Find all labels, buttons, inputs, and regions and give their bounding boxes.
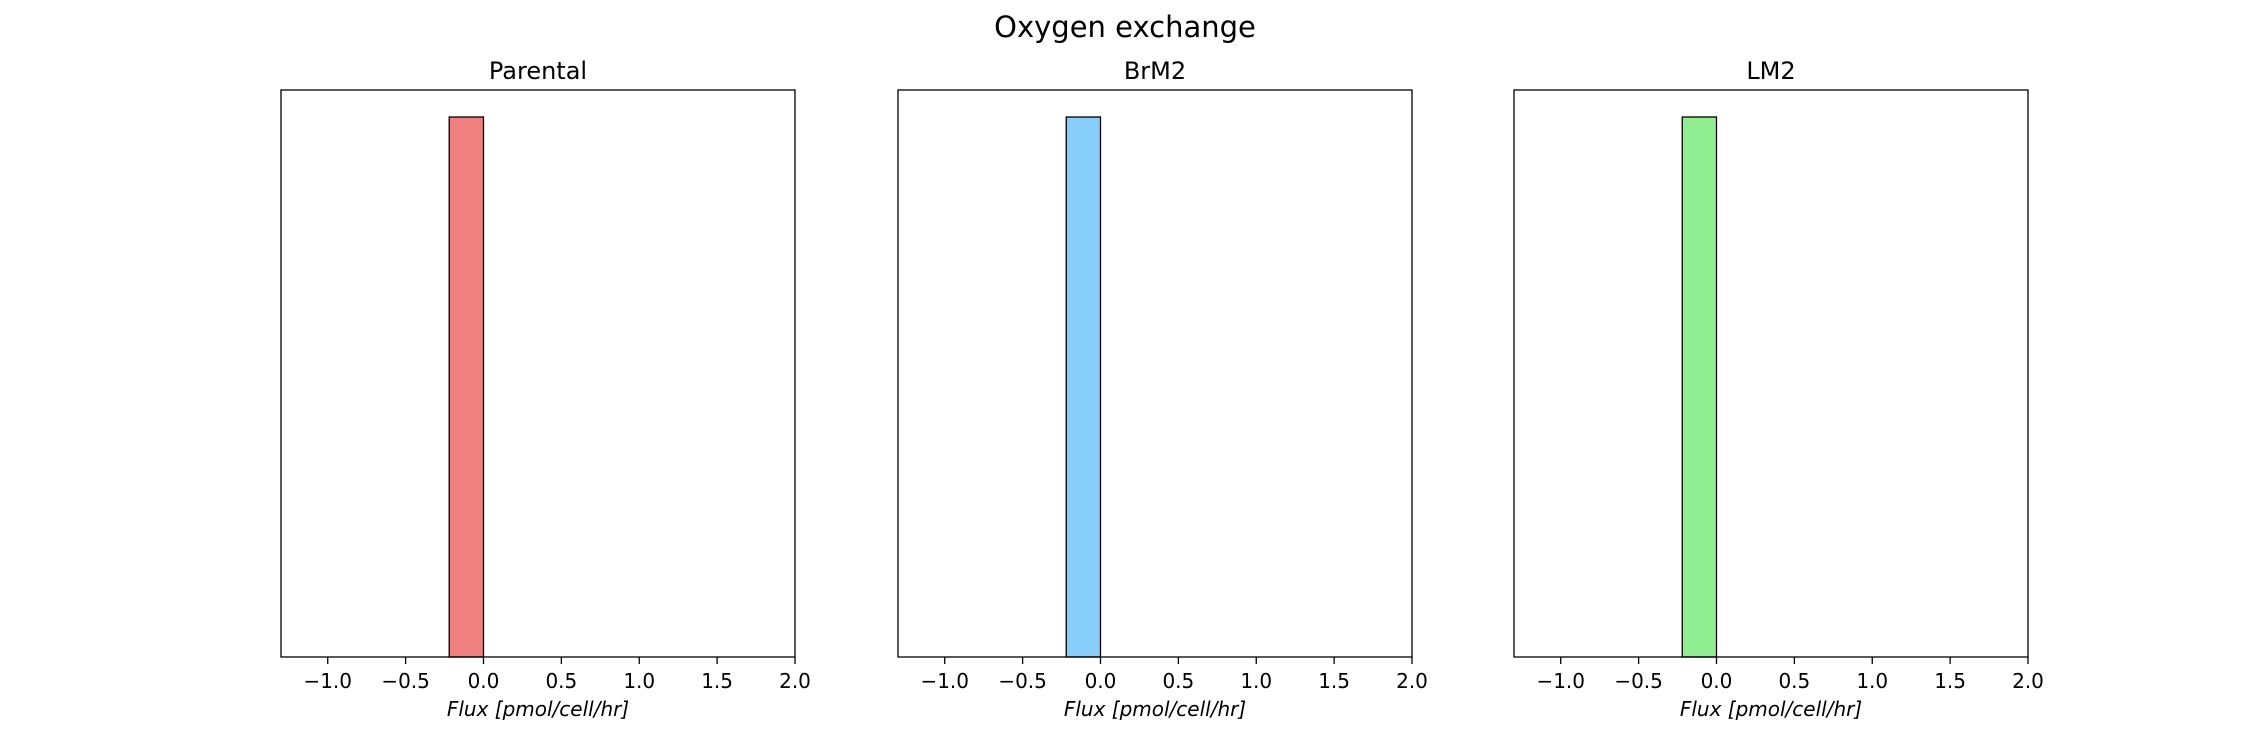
x-tick-label: 1.5 <box>1318 669 1350 693</box>
x-tick-label: −0.5 <box>381 669 430 693</box>
axes-frame <box>280 89 796 658</box>
panel-3: LM2 −1.0 −0.5 0.0 0.5 1.0 1.5 2.0 Flux [pmol/cel… <box>1513 57 2044 721</box>
histogram-bar <box>448 116 485 658</box>
panel-2: BrM2 −1.0 −0.5 0.0 0.5 1.0 1.5 2.0 Flux [pmol/ce… <box>897 57 1428 721</box>
figure-title: Oxygen exchange <box>994 10 1256 44</box>
panel-title: LM2 <box>1746 57 1795 85</box>
histogram-bar <box>1065 116 1102 658</box>
axes-frame <box>1513 89 2029 658</box>
x-tick-label: 1.5 <box>701 669 733 693</box>
x-tick-label: −1.0 <box>303 669 352 693</box>
x-tick-label: 2.0 <box>2012 669 2044 693</box>
panel-1: Parental −1.0 −0.5 0.0 0.5 1.0 1.5 2.0 Flux [pmo… <box>280 57 811 721</box>
x-axis-label: Flux [pmol/cell/hr] <box>1064 697 1246 721</box>
x-tick-label: −0.5 <box>1614 669 1663 693</box>
x-tick-label: 0.0 <box>468 669 500 693</box>
axes-frame <box>897 89 1413 658</box>
x-tick-label: 0.0 <box>1701 669 1733 693</box>
x-tick-label: −0.5 <box>998 669 1047 693</box>
x-tick-label: 0.5 <box>545 669 577 693</box>
x-tick-label: 1.0 <box>623 669 655 693</box>
x-tick-label: 2.0 <box>1396 669 1428 693</box>
x-axis-label: Flux [pmol/cell/hr] <box>1680 697 1862 721</box>
x-tick-label: 2.0 <box>779 669 811 693</box>
x-tick-label: 1.5 <box>1934 669 1966 693</box>
x-tick-label: 1.0 <box>1856 669 1888 693</box>
x-tick-label: 0.0 <box>1085 669 1117 693</box>
panel-title: Parental <box>489 57 587 85</box>
x-tick-label: 0.5 <box>1778 669 1810 693</box>
panels: Parental −1.0 −0.5 0.0 0.5 1.0 1.5 2.0 Flux [pmo… <box>280 57 2044 721</box>
panel-title: BrM2 <box>1124 57 1186 85</box>
x-tick-label: 0.5 <box>1162 669 1194 693</box>
x-axis-label: Flux [pmol/cell/hr] <box>447 697 629 721</box>
x-tick-label: −1.0 <box>1536 669 1585 693</box>
x-tick-label: −1.0 <box>920 669 969 693</box>
histogram-bar <box>1681 116 1718 658</box>
x-tick-label: 1.0 <box>1240 669 1272 693</box>
